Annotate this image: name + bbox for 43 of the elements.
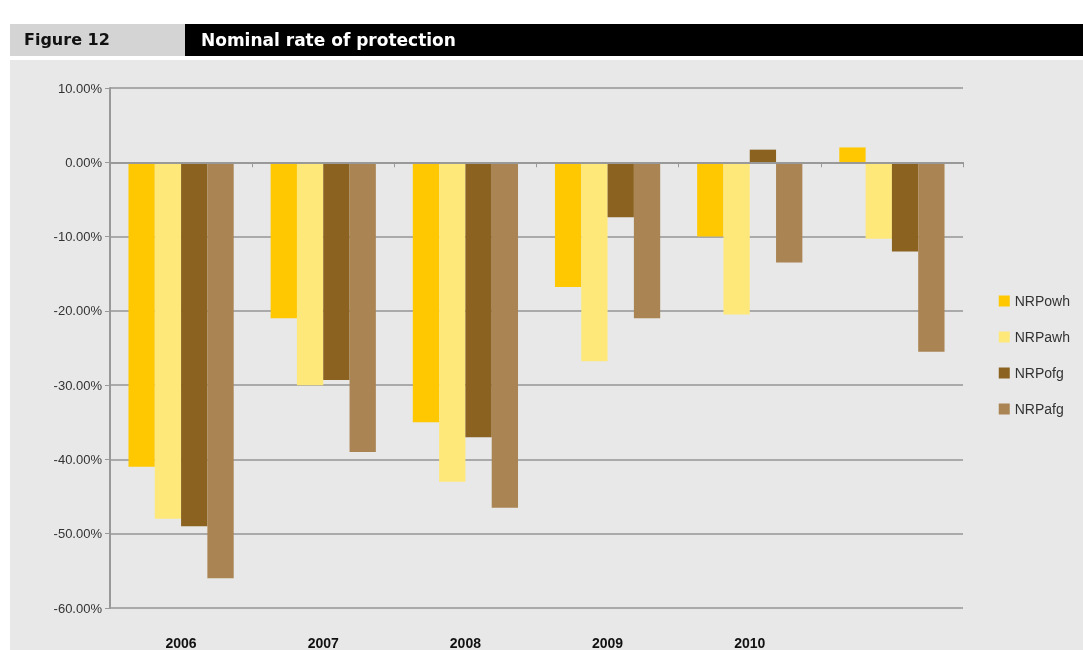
bar bbox=[181, 162, 208, 527]
y-tick-label: 10.00% bbox=[57, 80, 103, 96]
y-tick-label: -40.00% bbox=[53, 451, 103, 467]
bar bbox=[465, 162, 492, 438]
bar bbox=[207, 162, 234, 579]
caption: Figure 12 bbox=[10, 24, 185, 56]
y-tick-label: -30.00% bbox=[53, 377, 103, 393]
x-tick-label: 2010 bbox=[734, 635, 766, 650]
chart-title: Nominal rate of protection bbox=[185, 24, 1083, 56]
bar bbox=[918, 162, 945, 352]
bar bbox=[270, 162, 297, 319]
bar bbox=[776, 162, 803, 263]
bar bbox=[633, 162, 661, 319]
bar bbox=[749, 149, 777, 163]
y-tick-label: -60.00% bbox=[53, 600, 103, 616]
bar bbox=[891, 162, 919, 252]
legend-label: NRPowh bbox=[1014, 293, 1071, 309]
y-tick-label: -20.00% bbox=[53, 303, 103, 319]
bar bbox=[323, 162, 350, 380]
bar bbox=[412, 162, 440, 423]
x-tick-label: 2008 bbox=[449, 635, 482, 650]
legend-label: NRPofg bbox=[1014, 365, 1064, 381]
bar bbox=[581, 162, 608, 362]
bar bbox=[865, 162, 892, 239]
y-tick-label: -10.00% bbox=[53, 229, 103, 245]
bar bbox=[439, 162, 466, 482]
bar bbox=[607, 162, 634, 218]
bar bbox=[723, 162, 750, 315]
bar bbox=[697, 162, 724, 237]
x-tick-label: 2007 bbox=[307, 635, 340, 650]
bar bbox=[128, 162, 155, 467]
y-tick-label: 0.00% bbox=[65, 154, 103, 170]
x-tick-label: 2009 bbox=[592, 635, 624, 650]
y-tick-label: -50.00% bbox=[53, 526, 103, 542]
bar bbox=[296, 162, 324, 386]
bar bbox=[491, 162, 519, 508]
bar bbox=[154, 162, 182, 519]
bar bbox=[554, 162, 582, 288]
legend-label: NRPawh bbox=[1014, 329, 1071, 345]
legend-label: NRPafg bbox=[1014, 401, 1064, 417]
x-tick-label: 2006 bbox=[165, 635, 197, 650]
bar bbox=[839, 147, 866, 163]
bar bbox=[349, 162, 376, 452]
